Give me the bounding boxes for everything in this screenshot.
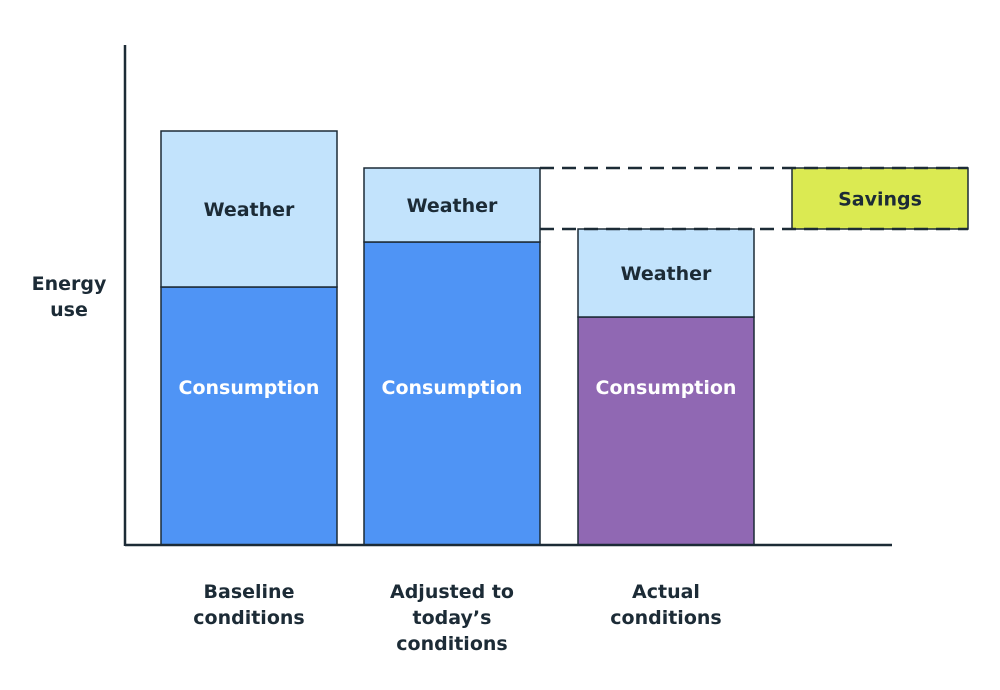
bar-label-weather: Weather — [204, 199, 295, 221]
bar-label-consumption: Consumption — [596, 377, 737, 399]
x-tick-label: Baseline — [204, 581, 295, 603]
y-axis-label: use — [50, 299, 88, 321]
bar-weather-1 — [363, 167, 541, 243]
bar-consumption-0 — [160, 286, 338, 546]
x-tick-label: conditions — [193, 607, 304, 629]
y-axis-label: Energy — [32, 273, 107, 295]
savings-label: Savings — [838, 189, 922, 211]
bar-weather-0 — [160, 130, 338, 288]
x-tick-label: Actual — [632, 581, 700, 603]
bar-label-consumption: Consumption — [179, 377, 320, 399]
bar-label-weather: Weather — [407, 195, 498, 217]
bar-weather-2 — [577, 228, 755, 318]
savings-box — [791, 167, 969, 230]
bar-consumption-2 — [577, 316, 755, 546]
bar-label-consumption: Consumption — [382, 377, 523, 399]
bar-label-weather: Weather — [621, 263, 712, 285]
x-tick-label: conditions — [396, 633, 507, 655]
x-tick-label: today’s — [413, 607, 492, 629]
bar-consumption-1 — [363, 241, 541, 546]
x-tick-label: conditions — [610, 607, 721, 629]
x-tick-label: Adjusted to — [390, 581, 514, 603]
